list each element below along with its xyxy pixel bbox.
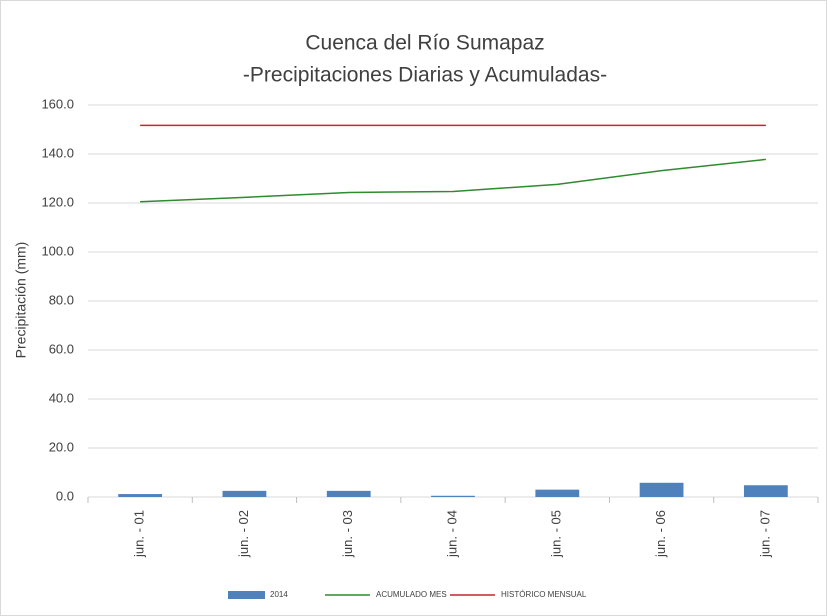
bar [118,494,163,497]
legend-label: 2014 [270,590,288,599]
line [140,158,766,203]
y-tick-label: 0.0 [56,488,74,503]
legend-label: ACUMULADO MES [376,590,447,599]
bar [222,490,267,497]
y-tick-label: 160.0 [41,96,74,111]
y-tick-label: 80.0 [49,292,74,307]
chart-title: Cuenca del Río Sumapaz [305,32,544,55]
bar [431,495,475,497]
y-tick-label: 120.0 [41,194,74,209]
bar [535,489,580,497]
bar [743,485,788,497]
x-tick-label: jun. - 01 [132,510,147,558]
x-tick-label: jun. - 05 [549,510,564,558]
legend-swatch [228,591,265,599]
y-tick-label: 20.0 [49,439,74,454]
y-tick-label: 40.0 [49,390,74,405]
x-tick-label: jun. - 06 [653,510,668,558]
x-tick-label: jun. - 03 [340,510,355,558]
bar [326,490,371,497]
x-tick-label: jun. - 07 [757,510,772,558]
y-tick-label: 60.0 [49,341,74,356]
legend-label: HISTÓRICO MENSUAL [501,590,587,599]
y-tick-label: 100.0 [41,243,74,258]
x-tick-label: jun. - 04 [444,510,459,558]
y-axis-label: Precipitación (mm) [13,242,29,359]
x-tick-label: jun. - 02 [236,510,251,558]
chart-subtitle: -Precipitaciones Diarias y Acumuladas- [243,64,607,87]
bar [639,482,684,497]
y-tick-label: 140.0 [41,145,74,160]
